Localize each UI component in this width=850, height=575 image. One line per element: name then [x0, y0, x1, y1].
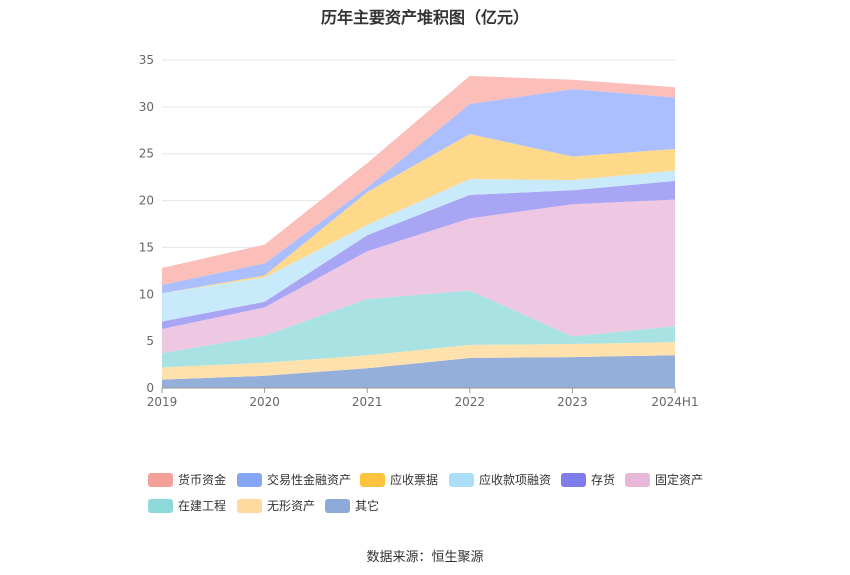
legend-item[interactable]: 应收款项融资 [449, 471, 551, 488]
legend-item[interactable]: 货币资金 [148, 471, 226, 488]
legend-swatch [449, 472, 474, 487]
legend-swatch [561, 472, 586, 487]
legend-item[interactable]: 应收票据 [360, 471, 438, 488]
legend-swatch [237, 472, 262, 487]
source-note: 数据来源：恒生聚源 [366, 550, 484, 565]
chart-title: 历年主要资产堆积图（亿元） [320, 8, 529, 27]
x-tick-label: 2022 [455, 395, 486, 409]
legend-swatch [325, 498, 350, 513]
area-series-交易性金融资产[interactable] [162, 89, 675, 294]
y-tick-label: 15 [139, 240, 154, 254]
legend-swatch [148, 498, 173, 513]
area-series-应收票据[interactable] [162, 134, 675, 294]
area-series-在建工程[interactable] [162, 290, 675, 368]
legend-swatch [148, 472, 173, 487]
area-series-货币资金[interactable] [162, 75, 675, 285]
y-tick-label: 25 [139, 147, 154, 161]
area-series-固定资产[interactable] [162, 199, 675, 354]
area-series-无形资产[interactable] [162, 342, 675, 380]
legend-swatch [237, 498, 262, 513]
area-series-存货[interactable] [162, 180, 675, 329]
legend-item[interactable]: 无形资产 [237, 497, 315, 514]
area-series-应收款项融资[interactable] [162, 170, 675, 322]
x-tick-label: 2019 [147, 395, 178, 409]
area-series-其它[interactable] [162, 355, 675, 388]
legend-item[interactable]: 在建工程 [148, 497, 226, 514]
legend-label: 存货 [591, 473, 616, 487]
area-series [162, 75, 675, 388]
legend-label: 应收票据 [390, 473, 439, 487]
legend-label: 在建工程 [178, 499, 227, 513]
y-tick-label: 20 [139, 194, 154, 208]
legend-label: 交易性金融资产 [267, 473, 352, 487]
axes: 0 5 10 15 20 25 30 35 2019 2020 2021 2022 2023 2024H1 [139, 53, 699, 409]
legend-item[interactable]: 存货 [561, 471, 615, 488]
y-tick-label: 10 [139, 287, 154, 301]
legend-item[interactable]: 固定资产 [625, 471, 703, 488]
x-tick-label: 2023 [557, 395, 588, 409]
legend-label: 无形资产 [267, 499, 316, 513]
legend-item[interactable]: 其它 [325, 497, 379, 514]
y-tick-label: 30 [139, 100, 154, 114]
legend-item[interactable]: 交易性金融资产 [237, 471, 351, 488]
legend-label: 固定资产 [655, 473, 704, 487]
legend-swatch [360, 472, 385, 487]
x-tick-label: 2020 [249, 395, 280, 409]
legend-label: 应收款项融资 [479, 473, 552, 487]
y-tick-label: 5 [146, 334, 154, 348]
legend-label: 其它 [355, 499, 380, 513]
x-tick-label: 2021 [352, 395, 383, 409]
y-tick-label: 0 [146, 381, 154, 395]
y-tick-label: 35 [139, 53, 154, 67]
legend-swatch [625, 472, 650, 487]
x-tick-label: 2024H1 [651, 395, 698, 409]
legend-label: 货币资金 [178, 473, 227, 487]
